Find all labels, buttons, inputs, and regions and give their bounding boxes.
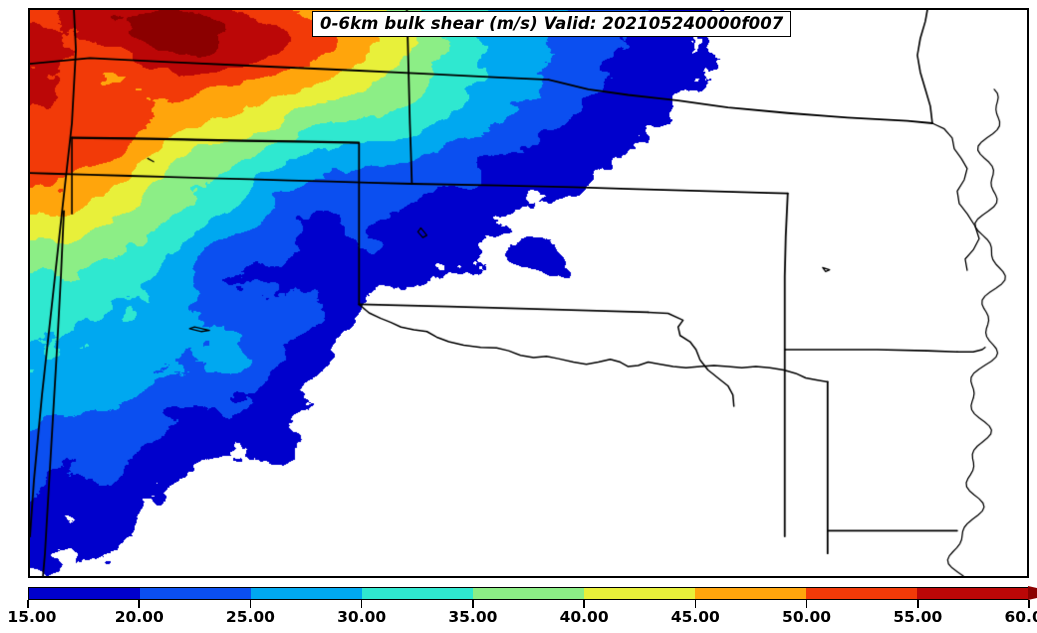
colorbar-tick — [360, 600, 363, 608]
colorbar-tick-label: 15.00 — [7, 608, 57, 626]
colorbar-ticks — [27, 600, 1030, 610]
colorbar-band-40-45 — [584, 588, 695, 599]
plot-title: 0-6km bulk shear (m/s) Valid: 2021052400… — [312, 11, 792, 38]
colorbar — [28, 586, 1037, 601]
colorbar-tick — [805, 600, 808, 608]
colorbar-tick-label: 35.00 — [448, 608, 498, 626]
map-plot-area — [28, 8, 1029, 578]
colorbar-tick — [27, 600, 29, 608]
colorbar-tick — [1028, 600, 1030, 608]
colorbar-max-arrow-icon — [1028, 586, 1037, 600]
colorbar-tick — [249, 600, 252, 608]
colorbar-tick-label: 50.00 — [782, 608, 832, 626]
colorbar-band-35-40 — [473, 588, 584, 599]
colorbar-tick-labels: 15.00 20.00 25.00 30.00 35.00 40.00 45.00 50.00… — [0, 608, 1037, 630]
colorbar-tick-label: 40.00 — [559, 608, 609, 626]
colorbar-tick — [472, 600, 474, 608]
colorbar-band-50-55 — [806, 588, 917, 599]
colorbar-tick-label: 25.00 — [225, 608, 275, 626]
colorbar-tick-label: 45.00 — [670, 608, 720, 626]
colorbar-band-15-20 — [29, 588, 140, 599]
colorbar-band-30-35 — [362, 588, 473, 599]
colorbar-tick — [916, 600, 919, 608]
colorbar-tick — [138, 600, 141, 608]
colorbar-tick — [583, 600, 585, 608]
colorbar-tick-label: 60.00 — [1004, 608, 1037, 626]
colorbar-band-55-60 — [917, 588, 1028, 599]
colorbar-tick-label: 20.00 — [114, 608, 164, 626]
colorbar-band-25-30 — [251, 588, 362, 599]
colorbar-band-20-25 — [140, 588, 251, 599]
colorbar-tick-label: 55.00 — [893, 608, 943, 626]
colorbar-band-45-50 — [695, 588, 806, 599]
colorbar-tick-label: 30.00 — [337, 608, 387, 626]
shear-contour-field — [30, 10, 1027, 576]
colorbar-gradient — [28, 587, 1029, 600]
colorbar-tick — [694, 600, 697, 608]
